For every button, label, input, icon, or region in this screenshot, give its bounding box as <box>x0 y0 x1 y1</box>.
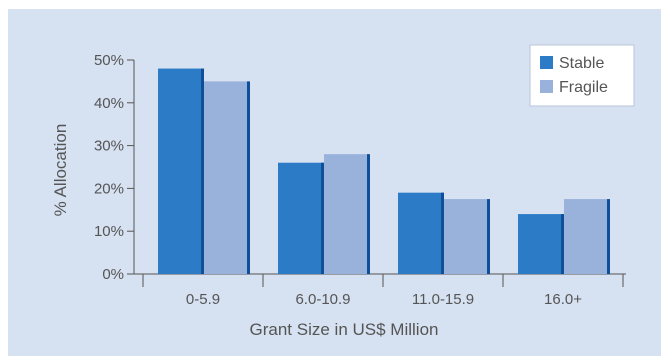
bar-edge <box>367 154 370 274</box>
bar-edge <box>487 199 490 274</box>
bar-chart: 0-5.9 6.0-10.9 11.0-15.9 16.0+ 0% 10% 20% 30% 4… <box>51 44 635 339</box>
legend-swatch-stable <box>540 56 553 69</box>
bar-fill <box>158 68 204 274</box>
y-tick-label: 0% <box>102 266 124 283</box>
bar-edge <box>607 199 610 274</box>
bar-fragile-16.0+ <box>564 199 610 274</box>
legend-label-fragile: Fragile <box>559 79 608 96</box>
bar-fill <box>204 81 250 275</box>
bar-edge <box>201 68 204 274</box>
bar-edge <box>321 162 324 274</box>
bar-fill <box>564 199 610 274</box>
y-tick-label: 20% <box>94 180 124 197</box>
bar-fill <box>324 154 370 274</box>
bar-fill <box>398 192 444 274</box>
legend-items: Stable Fragile <box>540 55 608 96</box>
y-axis-title: % Allocation <box>51 124 70 217</box>
x-tick-labels: 0-5.9 6.0-10.9 11.0-15.9 16.0+ <box>186 291 582 308</box>
bar-edge <box>561 214 564 274</box>
bar-fragile-11.0-15.9 <box>444 199 490 274</box>
legend-swatch-fragile <box>540 80 553 93</box>
bar-fragile-0-5.9 <box>204 81 250 275</box>
y-tick-label: 30% <box>94 138 124 155</box>
bar-fill <box>444 199 490 274</box>
bar-fill <box>518 214 564 274</box>
y-tick-label: 40% <box>94 95 124 112</box>
x-tick-label: 6.0-10.9 <box>295 291 350 308</box>
legend-box <box>529 44 635 107</box>
bar-stable-11.0-15.9 <box>398 192 444 274</box>
y-tick-label: 50% <box>94 52 124 69</box>
y-tick-labels: 0% 10% 20% 30% 40% 50% <box>94 52 124 283</box>
bar-edge <box>441 192 444 274</box>
bar-fragile-6.0-10.9 <box>324 154 370 274</box>
x-tick-label: 0-5.9 <box>186 291 220 308</box>
x-axis-title: Grant Size in US$ Million <box>250 320 439 339</box>
x-tick-label: 11.0-15.9 <box>412 291 474 308</box>
bar-fill <box>278 162 324 274</box>
legend-label-stable: Stable <box>559 55 604 72</box>
bar-stable-16.0+ <box>518 214 564 274</box>
legend: Stable Fragile <box>529 44 635 107</box>
chart-panel: 0-5.9 6.0-10.9 11.0-15.9 16.0+ 0% 10% 20% 30% 4… <box>8 9 661 356</box>
bars <box>158 68 610 275</box>
y-tick-label: 10% <box>94 223 124 240</box>
bar-edge <box>247 81 250 275</box>
bar-stable-6.0-10.9 <box>278 162 324 274</box>
x-tick-label: 16.0+ <box>544 291 582 308</box>
bar-stable-0-5.9 <box>158 68 204 274</box>
